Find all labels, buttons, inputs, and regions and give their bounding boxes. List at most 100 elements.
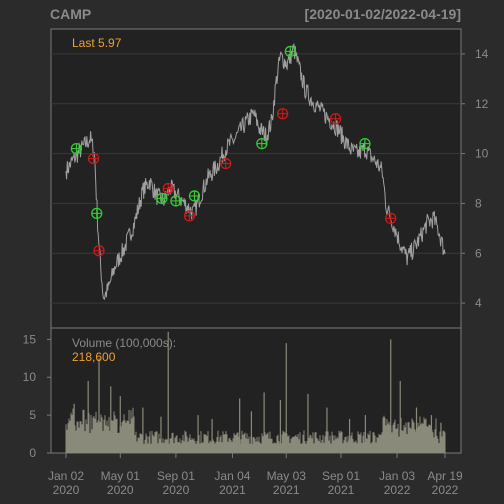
volume-bar	[438, 443, 440, 453]
volume-bar	[339, 432, 341, 453]
volume-bar	[306, 440, 308, 453]
signal-markers	[70, 45, 397, 257]
volume-bar	[295, 435, 297, 453]
volume-bar	[88, 413, 90, 453]
volume-spike-bar	[250, 411, 253, 453]
volume-bar	[149, 431, 151, 453]
volume-spike-bar	[160, 416, 162, 453]
volume-bar	[230, 440, 232, 453]
volume-label: Volume (100,000s):	[72, 336, 176, 350]
x-tick-year-label: 2021	[219, 483, 246, 497]
volume-spike-bar	[73, 403, 75, 453]
volume-bar	[242, 434, 244, 453]
volume-bar	[77, 421, 79, 453]
volume-bar	[166, 439, 168, 453]
volume-spike-bar	[119, 396, 121, 453]
volume-bar	[183, 441, 185, 453]
volume-bar	[150, 443, 152, 453]
volume-bar	[350, 435, 352, 453]
volume-bar	[85, 419, 87, 453]
volume-bar	[281, 434, 283, 453]
volume-bar	[187, 441, 189, 453]
volume-bar	[70, 412, 72, 453]
volume-bar	[226, 434, 228, 453]
volume-bar	[317, 439, 319, 453]
x-tick-label: Apr 19	[427, 469, 463, 483]
volume-bar	[177, 442, 179, 453]
volume-bar	[423, 417, 425, 453]
volume-bar	[340, 430, 342, 453]
volume-spike-bar	[87, 381, 89, 453]
volume-bar	[422, 423, 424, 453]
volume-bar	[398, 436, 400, 453]
volume-bar	[425, 418, 427, 453]
volume-bar	[153, 436, 155, 453]
volume-bar	[216, 436, 218, 453]
volume-bar	[384, 417, 386, 453]
volume-bar	[328, 440, 330, 453]
volume-bar	[65, 424, 67, 453]
price-tick-label: 14	[475, 47, 489, 61]
volume-bar	[332, 435, 334, 453]
volume-bar	[370, 443, 372, 453]
volume-bar	[329, 435, 331, 453]
volume-bar	[156, 431, 158, 453]
volume-bar	[405, 422, 407, 453]
volume-bar	[325, 431, 327, 453]
volume-bar	[78, 427, 80, 453]
price-tick-label: 10	[475, 147, 489, 161]
volume-spike-bar	[390, 339, 392, 453]
volume-bar	[218, 441, 220, 453]
volume-bar	[388, 421, 390, 453]
volume-bar	[373, 432, 375, 453]
volume-bar	[237, 432, 239, 453]
volume-bar	[439, 431, 441, 453]
volume-bar	[304, 441, 306, 453]
volume-bar	[135, 431, 137, 453]
volume-bar	[123, 414, 125, 453]
volume-bar	[255, 441, 257, 453]
volume-bar	[224, 434, 226, 453]
volume-bar	[103, 419, 105, 453]
volume-bar	[261, 433, 263, 453]
volume-bar	[303, 430, 305, 453]
volume-bar	[256, 437, 258, 453]
volume-bar	[122, 420, 124, 453]
volume-bar	[393, 422, 395, 453]
volume-bar	[247, 438, 249, 453]
volume-bar	[380, 434, 382, 453]
volume-bar	[443, 430, 445, 453]
volume-bar	[347, 435, 349, 453]
volume-bar	[290, 439, 292, 453]
volume-bar	[382, 417, 384, 453]
volume-bar	[217, 430, 219, 453]
volume-bar	[185, 431, 187, 453]
volume-bar	[353, 442, 355, 453]
volume-bar	[94, 418, 96, 453]
volume-bar	[395, 428, 397, 453]
buy-signal-marker	[284, 45, 296, 58]
volume-bar	[146, 436, 148, 453]
volume-bar	[203, 434, 205, 453]
volume-bar	[342, 443, 344, 453]
volume-bar	[114, 415, 116, 453]
volume-bar	[387, 423, 389, 453]
volume-bar	[241, 430, 243, 453]
volume-bar	[369, 430, 371, 453]
volume-bar	[288, 435, 290, 453]
volume-bar	[182, 434, 184, 453]
volume-bar	[192, 439, 194, 453]
volume-bar	[201, 442, 203, 453]
x-tick-label: Jan 04	[214, 469, 250, 483]
volume-bar	[442, 431, 444, 453]
x-tick-year-label: 2022	[432, 483, 459, 497]
volume-bar	[412, 420, 414, 453]
x-tick-label: Jan 02	[48, 469, 84, 483]
volume-bar	[127, 420, 129, 453]
volume-bar	[66, 429, 68, 453]
volume-bar	[143, 443, 145, 453]
volume-bar	[202, 442, 204, 453]
volume-bar	[83, 409, 85, 453]
volume-bar	[396, 428, 398, 453]
volume-bar	[428, 424, 430, 453]
